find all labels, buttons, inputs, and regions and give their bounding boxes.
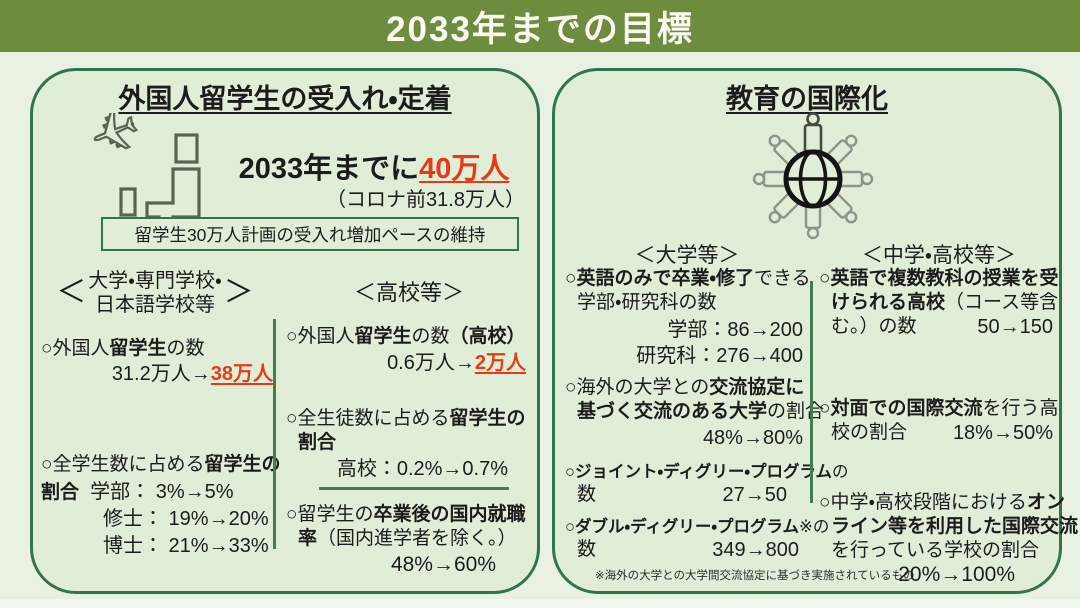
inperson-exchange-value-row: 校の割合 18%→50% <box>831 422 1053 444</box>
hs-employment-value: 48%→60% <box>390 553 496 576</box>
goal-note: （コロナ前31.8万人） <box>326 189 525 211</box>
double-degree-value-row: 数 349→800 <box>577 539 799 561</box>
joint-degree-value: 27→50 <box>722 484 788 506</box>
hs-ratio-value: 高校：0.2%→0.7% <box>336 458 508 480</box>
english-grad-value-kenkyuka: 研究科：276→400 <box>636 345 803 367</box>
univ-ratio-row-hakushi: 博士： 21%→33% <box>103 535 269 557</box>
inperson-exchange-value: 18%→50% <box>952 422 1053 444</box>
inperson-exchange-line1: ○対面での国際交流を行う高 <box>819 398 1059 419</box>
airplane-icon: ✈ <box>78 91 151 174</box>
english-grad-label-line1: ○英語のみで卒業・修了できる <box>565 268 811 289</box>
hs-students-count-label: ○外国人留学生の数（高校） <box>286 326 526 347</box>
univ-ratio-row-shushi: 修士： 19%→20% <box>103 508 269 530</box>
exchange-agreement-line2: 基づく交流のある大学の割合 <box>577 401 825 422</box>
english-classes-line1: ○英語で複数教科の授業を受 <box>819 268 1059 289</box>
online-exchange-value: 20%→100% <box>898 563 1015 586</box>
hs-section-divider <box>319 487 509 490</box>
bracket-open: ＜ <box>56 276 87 309</box>
univ-students-count-value: 31.2万人→38万人 <box>111 363 273 385</box>
online-exchange-line2: ライン等を利用した国際交流 <box>831 516 1079 537</box>
goal-target-value: 40万人 <box>419 153 510 185</box>
bracket-close: ＞ <box>223 276 254 309</box>
joint-degree-value-row: 数 27→50 <box>577 484 788 506</box>
panel-internationalization: 教育の国際化 ＜大学等＞ ○ <box>552 68 1079 594</box>
right-panel-column-divider <box>810 281 813 503</box>
univ-ratio-label-line1: ○全学生数に占める留学生の <box>41 454 281 475</box>
svg-text:✈: ✈ <box>79 113 150 173</box>
panel-foreign-students: 外国人留学生の受入れ・定着 ✈ 2033年までに40万人 （コロナ前31.8万人… <box>30 68 540 594</box>
exchange-agreement-value: 48%→80% <box>702 427 803 449</box>
left-panel-column-divider <box>273 319 276 549</box>
online-exchange-line3: を行っている学校の割合 <box>831 540 1040 561</box>
right-panel-title: 教育の国際化 <box>726 84 888 114</box>
hs-employment-label-line2: 率（国内進学者を除く。） <box>298 528 517 549</box>
bottom-strip <box>0 599 1080 608</box>
double-degree-value: 349→800 <box>712 539 799 561</box>
hs-employment-label-line1: ○留学生の卒業後の国内就職 <box>286 504 526 525</box>
double-degree-footnote: ※海外の大学との大学間交流協定に基づき実施されているもの <box>595 570 915 582</box>
english-grad-label-line2: 学部・研究科の数 <box>577 292 717 313</box>
english-classes-line2: けられる高校（コース等含 <box>831 292 1059 313</box>
hs-ratio-label-line1: ○全生徒数に占める留学生の <box>286 408 526 429</box>
hs-students-count-value: 0.6万人→2万人 <box>387 352 526 374</box>
page-header: 2033年までの目標 <box>0 0 1080 52</box>
hs-ratio-label-line2: 割合 <box>298 432 337 453</box>
joint-degree-line1: ○ジョイント・ディグリー・プログラムの <box>565 463 849 481</box>
english-grad-value-gakubu: 学部：86→200 <box>667 319 803 341</box>
goal-headline: 2033年までに40万人 <box>238 153 510 185</box>
goal-box: 留学生30万人計画の受入れ増加ペースの維持 <box>101 217 519 251</box>
online-exchange-line1: ○中学・高校段階におけるオン <box>819 492 1065 513</box>
double-degree-line1: ○ダブル・ディグリー・プログラム※の <box>565 518 830 536</box>
page-title: 2033年までの目標 <box>386 9 694 49</box>
jhs-column-header: ＜中学・高校等＞ <box>861 244 1017 267</box>
univ-column-header: ＜ 大学・専門学校・ 日本語学校等 ＞ <box>56 270 254 316</box>
exchange-agreement-line1: ○海外の大学との交流協定に <box>565 377 805 398</box>
left-panel-title: 外国人留学生の受入れ・定着 <box>118 84 452 114</box>
hs-column-header: ＜高校等＞ <box>353 280 464 305</box>
english-classes-value-row: む。）の数 50→150 <box>831 316 1053 338</box>
runiv-column-header: ＜大学等＞ <box>634 244 740 267</box>
univ-ratio-row-gakubu: 割合 学部： 3%→5% <box>41 481 234 503</box>
globe-people-icon <box>751 109 875 245</box>
univ-students-count-label: ○外国人留学生の数 <box>41 338 205 359</box>
english-classes-value: 50→150 <box>977 316 1053 338</box>
